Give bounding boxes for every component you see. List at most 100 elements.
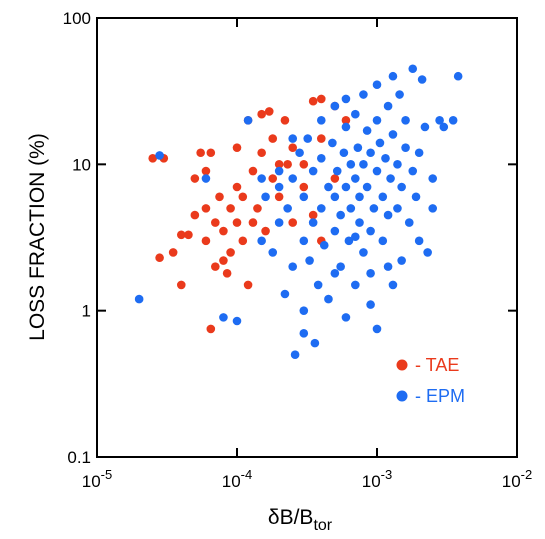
- point: [268, 174, 278, 183]
- point: [372, 166, 382, 176]
- x-tick-exponent: -3: [381, 467, 393, 482]
- point: [176, 280, 186, 290]
- point: [288, 262, 298, 271]
- point: [196, 148, 205, 158]
- point: [288, 143, 298, 152]
- point: [274, 192, 284, 202]
- point: [219, 256, 228, 265]
- point: [201, 204, 211, 213]
- point: [238, 236, 248, 246]
- point: [206, 148, 216, 158]
- y-tick-label: 1: [82, 302, 91, 321]
- point: [372, 115, 382, 125]
- point: [316, 115, 326, 125]
- point: [303, 134, 313, 143]
- point: [288, 218, 298, 227]
- point: [274, 166, 284, 176]
- y-tick-label: 0.1: [67, 448, 91, 467]
- x-tick-base: 10: [502, 472, 521, 491]
- point: [372, 324, 382, 334]
- point: [330, 226, 340, 236]
- point: [148, 153, 158, 163]
- point: [280, 115, 290, 125]
- point: [346, 204, 356, 213]
- point: [328, 138, 337, 148]
- point: [288, 134, 298, 143]
- point: [299, 306, 309, 315]
- x-axis-label: δB/Btor: [268, 506, 333, 534]
- point: [336, 210, 345, 220]
- point: [238, 192, 248, 202]
- point: [330, 269, 340, 278]
- point: [324, 294, 333, 304]
- point: [355, 192, 364, 202]
- point: [414, 236, 424, 246]
- point: [386, 174, 395, 183]
- point: [201, 166, 211, 176]
- point: [232, 316, 242, 326]
- y-axis-label: LOSS FRACTION (%): [26, 133, 49, 341]
- y-tick-label: 100: [63, 9, 91, 28]
- point: [211, 218, 220, 227]
- point: [383, 210, 393, 220]
- point: [261, 192, 270, 202]
- point: [190, 174, 200, 183]
- point: [310, 338, 320, 348]
- point: [308, 210, 318, 220]
- point: [232, 218, 242, 227]
- point: [283, 204, 292, 213]
- legend-marker: [396, 359, 408, 371]
- point: [232, 182, 242, 192]
- point: [414, 148, 424, 158]
- x-label-sub: tor: [313, 517, 332, 534]
- point: [383, 262, 393, 271]
- point: [336, 262, 345, 271]
- point: [395, 90, 404, 99]
- point: [346, 160, 356, 169]
- point: [299, 192, 309, 202]
- point: [375, 138, 385, 148]
- point: [299, 182, 309, 192]
- point: [222, 269, 232, 278]
- point: [411, 192, 421, 202]
- point: [226, 204, 235, 213]
- legend-label: - TAE: [415, 355, 459, 375]
- point: [401, 115, 410, 125]
- point: [428, 174, 438, 183]
- point: [351, 174, 360, 183]
- point: [404, 218, 414, 227]
- point: [388, 130, 398, 139]
- point: [288, 174, 298, 183]
- point: [313, 280, 323, 290]
- point: [184, 230, 193, 240]
- point: [341, 182, 351, 192]
- point: [397, 256, 406, 265]
- point: [362, 126, 372, 135]
- point: [243, 280, 253, 290]
- legend-label: - EPM: [415, 386, 465, 406]
- point: [299, 160, 309, 169]
- x-tick-label: 10-2: [502, 467, 532, 491]
- point: [359, 160, 368, 169]
- point: [155, 151, 164, 160]
- marks: [134, 64, 463, 360]
- point: [299, 329, 309, 338]
- point: [316, 94, 326, 104]
- x-tick-label: 10-4: [222, 467, 252, 491]
- point: [330, 192, 340, 202]
- point: [366, 269, 375, 278]
- point: [393, 160, 402, 169]
- x-tick-exponent: -2: [521, 467, 533, 482]
- x-tick-label: 10-3: [362, 467, 392, 491]
- point: [372, 80, 382, 90]
- point: [257, 109, 266, 119]
- point: [353, 143, 363, 152]
- point: [176, 230, 186, 240]
- point: [341, 94, 351, 104]
- point: [435, 115, 444, 125]
- point: [274, 182, 284, 192]
- point: [341, 115, 351, 125]
- point: [190, 210, 200, 220]
- point: [366, 148, 375, 158]
